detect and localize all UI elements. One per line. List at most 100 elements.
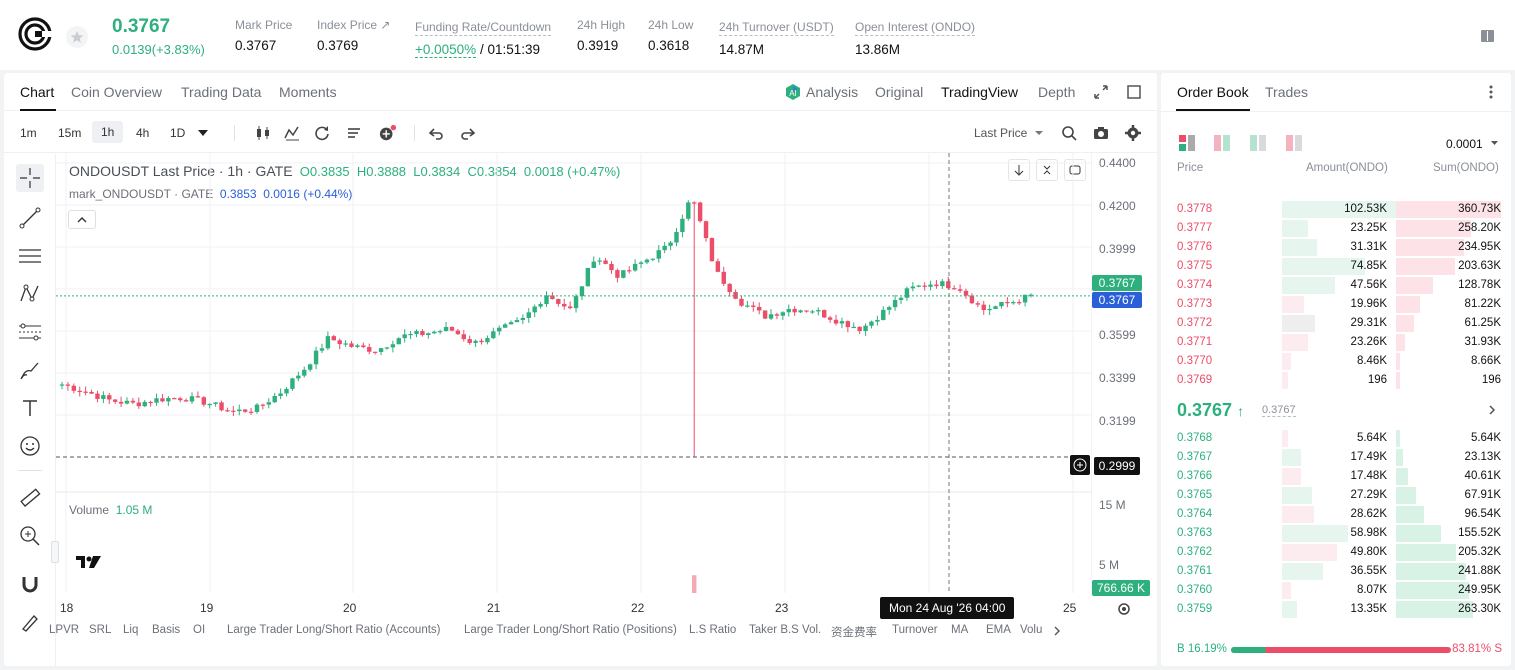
indicator-oi[interactable]: OI: [193, 624, 206, 636]
indicator-basis[interactable]: Basis: [152, 624, 181, 636]
candlestick-chart[interactable]: [56, 153, 1092, 593]
pen-lock-tool-icon[interactable]: [16, 608, 44, 636]
candle-body: [83, 391, 88, 393]
horizontal-lines-tool-icon[interactable]: [16, 242, 44, 270]
row-amount: 17.48K: [1350, 470, 1387, 482]
window-icon[interactable]: [1127, 85, 1141, 99]
ask-row[interactable]: 0.3778 102.53K 360.73K: [1161, 200, 1511, 219]
text-tool-icon[interactable]: [16, 394, 44, 422]
indicator-volume[interactable]: Volu: [1020, 624, 1043, 636]
brush-tool-icon[interactable]: [16, 356, 44, 384]
indicator-lt-ls-positions[interactable]: Large Trader Long/Short Ratio (Positions…: [464, 624, 677, 636]
scroll-down-icon[interactable]: [1008, 159, 1030, 181]
ruler-tool-icon[interactable]: [16, 484, 44, 512]
tab-coin-overview[interactable]: Coin Overview: [71, 84, 163, 100]
bid-row[interactable]: 0.3763 58.98K 155.52K: [1161, 524, 1511, 543]
chevron-right-icon[interactable]: [1052, 625, 1062, 637]
tab-chart[interactable]: Chart: [20, 84, 55, 100]
magnet-tool-icon[interactable]: [16, 570, 44, 598]
indicator-funding-rate[interactable]: 资金费率: [831, 627, 877, 639]
tab-depth[interactable]: Depth: [1038, 84, 1076, 100]
ask-row[interactable]: 0.3772 29.31K 61.25K: [1161, 314, 1511, 333]
undo-icon[interactable]: [427, 124, 445, 142]
timeframe-1m[interactable]: 1m: [20, 126, 37, 140]
favorite-star-icon[interactable]: [66, 26, 88, 48]
price-type-select[interactable]: Last Price: [974, 126, 1028, 140]
chevron-down-icon[interactable]: [198, 129, 208, 137]
legend-collapse-button[interactable]: [68, 210, 96, 229]
indicator-ma[interactable]: MA: [951, 624, 969, 636]
tab-trades[interactable]: Trades: [1265, 84, 1309, 100]
ask-row[interactable]: 0.3770 8.46K 8.66K: [1161, 352, 1511, 371]
price-change: 0.0139(+3.83%): [112, 42, 205, 57]
indicator-lpvr[interactable]: LPVR: [49, 624, 80, 636]
expand-icon[interactable]: [1094, 85, 1108, 99]
timeframe-4h[interactable]: 4h: [136, 126, 150, 140]
view-bids-icon[interactable]: [1250, 135, 1266, 151]
tab-trading-data[interactable]: Trading Data: [181, 84, 262, 100]
gate-logo-icon[interactable]: [18, 17, 52, 51]
trend-line-tool-icon[interactable]: [16, 204, 44, 232]
bid-row[interactable]: 0.3766 17.48K 40.61K: [1161, 467, 1511, 486]
chart-settings-icon[interactable]: [1116, 601, 1132, 617]
redo-icon[interactable]: [459, 124, 477, 142]
indicator-ema[interactable]: EMA: [986, 624, 1011, 636]
precision-select[interactable]: 0.0001: [1446, 137, 1483, 151]
indicator-ls-ratio[interactable]: L.S Ratio: [689, 624, 737, 636]
indicator-lt-ls-accounts[interactable]: Large Trader Long/Short Ratio (Accounts): [227, 624, 441, 636]
add-indicator-icon[interactable]: [379, 124, 397, 142]
indicator-turnover[interactable]: Turnover: [892, 624, 938, 636]
ask-row[interactable]: 0.3776 31.31K 234.95K: [1161, 238, 1511, 257]
bid-row[interactable]: 0.3765 27.29K 67.91K: [1161, 486, 1511, 505]
indicator-liq[interactable]: Liq: [123, 624, 139, 636]
bid-row[interactable]: 0.3764 28.62K 96.54K: [1161, 505, 1511, 524]
view-both-icon[interactable]: [1179, 135, 1195, 151]
bid-row[interactable]: 0.3767 17.49K 23.13K: [1161, 448, 1511, 467]
timeframe-1h[interactable]: 1h: [92, 121, 124, 143]
settings-list-icon[interactable]: [345, 124, 363, 142]
bid-row[interactable]: 0.3761 36.55K 241.88K: [1161, 562, 1511, 581]
ask-row[interactable]: 0.3775 74.85K 203.63K: [1161, 257, 1511, 276]
bid-row[interactable]: 0.3768 5.64K 5.64K: [1161, 429, 1511, 448]
crosshair-tool-icon[interactable]: [16, 164, 44, 192]
gear-icon[interactable]: [1124, 124, 1142, 142]
tab-original[interactable]: Original: [875, 84, 924, 100]
index-price-stat[interactable]: Index Price ↗ 0.3769: [317, 18, 390, 53]
tab-order-book[interactable]: Order Book: [1177, 84, 1249, 100]
timeframe-1d[interactable]: 1D: [170, 126, 186, 140]
tab-analysis[interactable]: Analysis: [806, 84, 859, 100]
tradingview-logo-icon[interactable]: [75, 553, 103, 571]
candle-type-icon[interactable]: [254, 124, 272, 142]
view-bids-asks-icon[interactable]: [1214, 135, 1230, 151]
fib-tool-icon[interactable]: [16, 318, 44, 346]
ask-row[interactable]: 0.3771 23.26K 31.93K: [1161, 333, 1511, 352]
search-icon[interactable]: [1060, 124, 1078, 142]
pattern-tool-icon[interactable]: [16, 280, 44, 308]
chevron-down-icon[interactable]: [1491, 141, 1498, 146]
ask-row[interactable]: 0.3773 19.96K 81.22K: [1161, 295, 1511, 314]
ask-row[interactable]: 0.3769 196 196: [1161, 371, 1511, 390]
fullscreen-chart-icon[interactable]: [1064, 159, 1086, 181]
view-asks-icon[interactable]: [1286, 135, 1302, 151]
more-icon[interactable]: [1489, 85, 1493, 99]
tab-moments[interactable]: Moments: [279, 84, 337, 100]
indicator-srl[interactable]: SRL: [89, 624, 112, 636]
bid-row[interactable]: 0.3762 49.80K 205.32K: [1161, 543, 1511, 562]
tab-tradingview[interactable]: TradingView: [941, 84, 1019, 100]
bid-row[interactable]: 0.3760 8.07K 249.95K: [1161, 581, 1511, 600]
book-icon[interactable]: [1481, 30, 1494, 42]
chevron-right-icon[interactable]: [1488, 404, 1496, 416]
indicators-icon[interactable]: [283, 124, 301, 142]
refresh-icon[interactable]: [313, 124, 331, 142]
bid-row[interactable]: 0.3759 13.35K 263.30K: [1161, 600, 1511, 619]
collapse-arrows-icon[interactable]: [1036, 159, 1058, 181]
ask-row[interactable]: 0.3777 23.25K 258.20K: [1161, 219, 1511, 238]
zoom-in-tool-icon[interactable]: [16, 522, 44, 550]
indicator-taker-bs-vol[interactable]: Taker B.S Vol.: [749, 624, 822, 636]
camera-icon[interactable]: [1092, 124, 1110, 142]
emoji-tool-icon[interactable]: [16, 432, 44, 460]
ask-row[interactable]: 0.3774 47.56K 128.78K: [1161, 276, 1511, 295]
timeframe-15m[interactable]: 15m: [58, 126, 82, 140]
add-alert-button[interactable]: [1070, 455, 1090, 475]
sidebar-collapse-handle[interactable]: [51, 541, 59, 563]
